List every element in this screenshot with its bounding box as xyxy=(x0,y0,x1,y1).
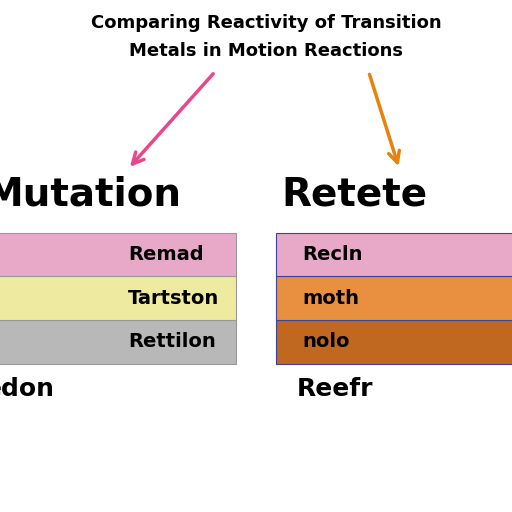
Bar xyxy=(0,276,236,320)
Text: Mutation: Mutation xyxy=(0,176,182,214)
Text: Retete: Retete xyxy=(282,176,428,214)
Text: Comparing Reactivity of Transition: Comparing Reactivity of Transition xyxy=(91,14,441,32)
Bar xyxy=(276,320,512,364)
Bar xyxy=(0,320,236,364)
Text: Remad: Remad xyxy=(128,245,204,264)
Text: Recln: Recln xyxy=(302,245,362,264)
Text: nolo: nolo xyxy=(302,332,350,351)
Bar xyxy=(276,233,512,276)
Text: edon: edon xyxy=(0,377,55,401)
Text: Reefr: Reefr xyxy=(297,377,373,401)
Text: Metals in Motion Reactions: Metals in Motion Reactions xyxy=(129,42,403,60)
Text: Rettilon: Rettilon xyxy=(128,332,216,351)
Text: moth: moth xyxy=(302,289,359,308)
Text: Tartston: Tartston xyxy=(128,289,219,308)
Bar xyxy=(276,276,512,320)
Bar xyxy=(0,233,236,276)
